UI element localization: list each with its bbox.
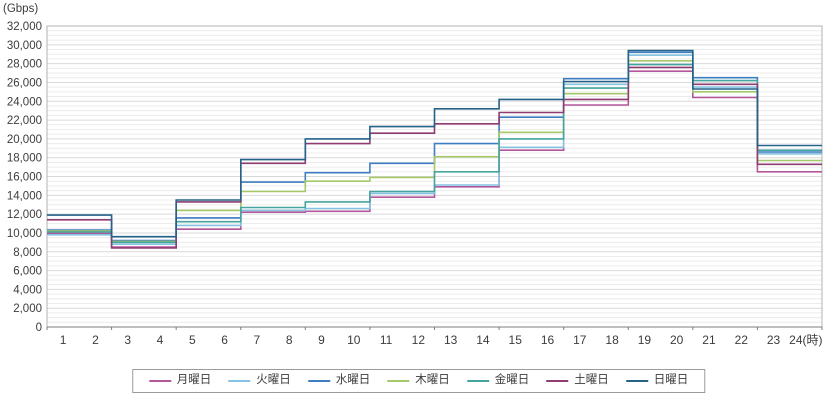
legend-label-friday: 金曜日: [494, 374, 530, 386]
y-axis-tick-label: 18,000: [7, 153, 42, 165]
y-axis-tick-label: 28,000: [7, 59, 42, 71]
x-axis-tick-label: 5: [189, 333, 196, 347]
y-axis-tick-label: 24,000: [7, 96, 42, 108]
legend-swatch-thursday: [387, 379, 410, 382]
series-line-sunday: [47, 49, 822, 238]
legend-label-wednesday: 水曜日: [335, 374, 371, 386]
legend-swatch-sunday: [625, 379, 648, 382]
y-axis-tick-label: 0: [36, 322, 42, 334]
chart-legend: 月曜日 火曜日 水曜日 木曜日 金曜日 土曜日 日曜日: [131, 369, 706, 393]
chart-plot-area: 0 2,000 4,000 6,000 8,000 10,000 12,000 14,000 1…: [7, 21, 823, 347]
y-axis-tick-label: 32,000: [7, 21, 42, 33]
x-axis-tick-label: 14: [476, 333, 490, 347]
x-axis-tick-label: 16: [541, 333, 555, 347]
x-axis-tick-label: 2: [92, 333, 99, 347]
x-axis-tick-label: 13: [444, 333, 458, 347]
legend-label-monday: 月曜日: [176, 374, 212, 386]
y-axis-tick-label: 30,000: [7, 40, 42, 52]
legend-item-wednesday: 水曜日: [307, 374, 371, 387]
y-axis-tick-label: 12,000: [7, 209, 42, 221]
x-axis-tick-label: 21: [702, 333, 716, 347]
legend-item-friday: 金曜日: [466, 374, 530, 387]
x-axis-tick-label: 20: [670, 333, 684, 347]
x-axis-tick-label: 17: [573, 333, 587, 347]
y-axis-tick-label: 10,000: [7, 228, 42, 240]
legend-label-thursday: 木曜日: [415, 374, 450, 386]
legend-swatch-saturday: [546, 379, 569, 382]
y-axis-unit-label: (Gbps): [3, 3, 39, 15]
x-axis-tick-label: 6: [221, 333, 228, 347]
y-axis-tick-label: 26,000: [7, 77, 42, 89]
x-axis-tick-label: 15: [509, 333, 523, 347]
x-axis-tick-label: 1: [60, 333, 67, 347]
x-axis-tick-label: 19: [638, 333, 652, 347]
y-axis-tick-label: 14,000: [7, 190, 42, 202]
legend-item-saturday: 土曜日: [546, 374, 609, 387]
legend-swatch-friday: [466, 379, 489, 382]
x-axis-tick-label: 7: [254, 333, 261, 347]
y-axis-tick-label: 20,000: [7, 134, 42, 146]
x-axis-tick-label: 8: [286, 333, 293, 347]
x-axis-tick-label: 11: [380, 333, 393, 347]
legend-item-sunday: 日曜日: [625, 374, 689, 387]
legend-swatch-tuesday: [228, 379, 251, 382]
y-axis-tick-label: 8,000: [13, 247, 42, 259]
legend-swatch-monday: [148, 379, 171, 382]
legend-item-monday: 月曜日: [148, 374, 212, 387]
x-axis-tick-label: 10: [347, 333, 361, 347]
x-axis-tick-label: 22: [735, 333, 749, 347]
y-axis-tick-label: 2,000: [13, 303, 42, 315]
legend-label-sunday: 日曜日: [653, 374, 689, 386]
x-axis-tick-label: 18: [605, 333, 619, 347]
legend-item-thursday: 木曜日: [387, 374, 450, 387]
legend-label-saturday: 土曜日: [574, 374, 609, 386]
x-axis-tick-label: 4: [157, 333, 164, 347]
y-axis-tick-label: 4,000: [13, 284, 42, 296]
y-axis-tick-label: 22,000: [7, 115, 42, 127]
x-axis-tick-label: 24(時): [789, 333, 822, 347]
legend-swatch-wednesday: [307, 379, 330, 382]
y-axis-tick-label: 6,000: [13, 266, 42, 278]
legend-label-tuesday: 火曜日: [256, 374, 291, 386]
x-axis-tick-label: 23: [767, 333, 781, 347]
x-axis-tick-label: 12: [412, 333, 426, 347]
x-axis-tick-label: 3: [124, 333, 131, 347]
y-axis-tick-label: 16,000: [7, 172, 42, 184]
x-axis-tick-label: 9: [318, 333, 325, 347]
legend-item-tuesday: 火曜日: [228, 374, 291, 387]
